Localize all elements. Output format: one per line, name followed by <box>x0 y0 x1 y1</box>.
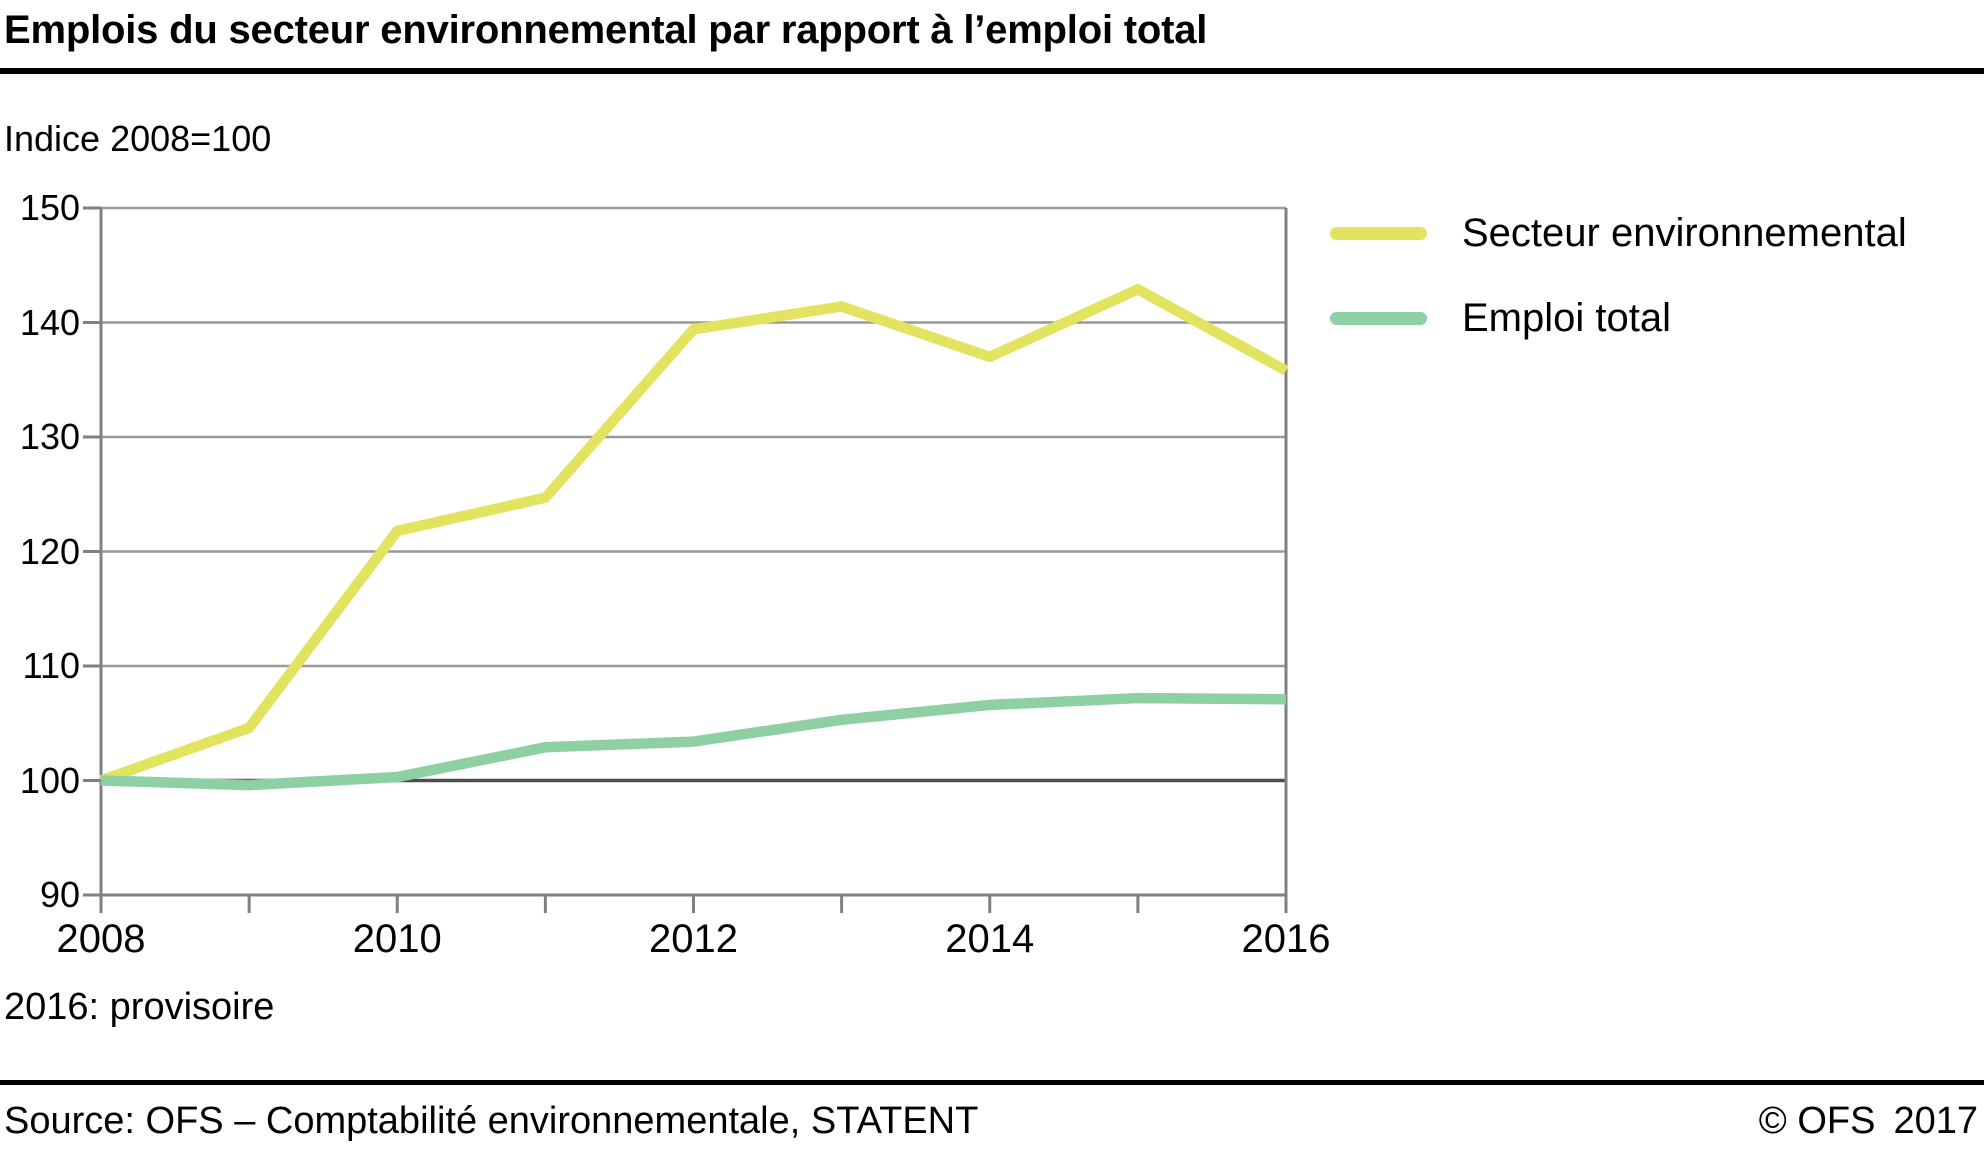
plot-area <box>83 206 1289 913</box>
page-title: Emplois du secteur environnemental par r… <box>4 8 1208 52</box>
legend: Secteur environnemental Emploi total <box>1330 209 1907 379</box>
legend-swatch-emploi-total <box>1330 311 1427 325</box>
y-axis-labels: 90 100 110 120 130 140 150 <box>0 188 80 915</box>
x-tick-label: 2010 <box>352 917 442 961</box>
x-axis-labels: 2008 2010 2012 2014 2016 <box>57 917 1331 967</box>
y-tick-label: 140 <box>19 301 80 343</box>
copyright-year: 2017 <box>1893 1100 1978 1142</box>
y-tick-label: 120 <box>19 530 80 572</box>
series-line-emploi-total <box>100 692 1287 791</box>
x-tick-label: 2008 <box>56 917 146 961</box>
footer-divider <box>0 1080 1984 1085</box>
legend-item-secteur-environnemental: Secteur environnemental <box>1330 209 1907 257</box>
legend-swatch-secteur-environnemental <box>1330 226 1427 240</box>
title-divider <box>0 68 1984 74</box>
source-bar: Source: OFS – Comptabilité environnement… <box>4 1100 1978 1143</box>
y-tick-label: 100 <box>19 759 80 801</box>
y-tick-label: 90 <box>39 874 80 915</box>
line-chart-svg <box>83 206 1289 913</box>
legend-label-emploi-total: Emploi total <box>1462 295 1671 340</box>
x-tick-label: 2016 <box>1241 917 1331 961</box>
legend-item-emploi-total: Emploi total <box>1330 294 1907 342</box>
copyright-text: © OFS 2017 <box>1759 1100 1978 1143</box>
source-text: Source: OFS – Comptabilité environnement… <box>4 1100 979 1142</box>
series-line-secteur-environnemental <box>99 284 1289 786</box>
y-tick-label: 130 <box>19 416 80 457</box>
x-tick-label: 2014 <box>945 917 1035 961</box>
copyright-ofs: © OFS <box>1758 1100 1876 1142</box>
y-tick-label: 110 <box>22 645 80 686</box>
index-unit-label: Indice 2008=100 <box>4 118 272 159</box>
legend-label-secteur-environnemental: Secteur environnemental <box>1462 210 1907 255</box>
provisional-footnote: 2016: provisoire <box>4 986 275 1028</box>
y-tick-label: 150 <box>19 187 80 228</box>
x-tick-label: 2012 <box>649 917 738 961</box>
